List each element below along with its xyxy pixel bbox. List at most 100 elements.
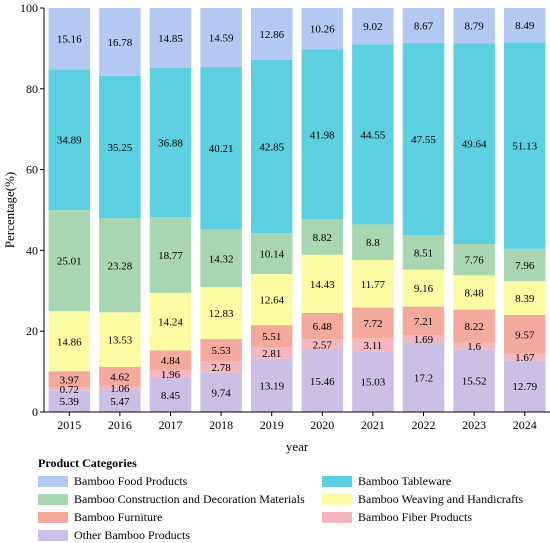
- bar-segment-bamboo-weaving-and-handicrafts-2016: [99, 312, 141, 367]
- bar-segment-bamboo-tableware-2021: [352, 44, 394, 225]
- bar-segment-bamboo-food-products-2024: [503, 8, 546, 43]
- data-label-bamboo-weaving-and-handicrafts-2015: 14.86: [57, 336, 82, 348]
- data-label-bamboo-furniture-2017: 4.84: [161, 355, 181, 367]
- bar-segment-bamboo-fiber-products-2016: [99, 385, 141, 390]
- bar-segment-bamboo-weaving-and-handicrafts-2019: [250, 274, 293, 326]
- bar-segment-bamboo-weaving-and-handicrafts-2022: [402, 269, 445, 307]
- bar-segment-other-bamboo-products-2018: [200, 372, 242, 412]
- bar-segment-bamboo-tableware-2020: [301, 49, 344, 220]
- bar-segment-bamboo-tableware-2019: [250, 59, 293, 234]
- data-label-bamboo-tableware-2018: 40.21: [209, 143, 234, 155]
- bar-segment-bamboo-furniture-2015: [48, 371, 91, 388]
- data-label-other-bamboo-products-2017: 8.45: [161, 390, 181, 402]
- data-label-bamboo-weaving-and-handicrafts-2021: 11.77: [361, 279, 386, 291]
- data-label-bamboo-food-products-2022: 8.67: [414, 21, 434, 33]
- data-label-other-bamboo-products-2016: 5.47: [110, 396, 130, 408]
- bar-segment-bamboo-weaving-and-handicrafts-2023: [453, 275, 495, 310]
- legend-swatch-bamboo-weaving-and-handicrafts: [322, 493, 352, 505]
- data-label-bamboo-tableware-2015: 34.89: [57, 135, 82, 147]
- legend-item-bamboo-food-products: Bamboo Food Products: [38, 473, 322, 489]
- x-tick-label-2023: 2023: [462, 418, 486, 432]
- bar-segment-other-bamboo-products-2022: [402, 342, 445, 412]
- data-label-other-bamboo-products-2022: 17.2: [414, 372, 433, 384]
- y-tick-label-40: 40: [26, 243, 38, 257]
- data-label-bamboo-tableware-2016: 35.25: [108, 142, 133, 154]
- bar-segment-bamboo-weaving-and-handicrafts-2020: [301, 254, 344, 313]
- bar-segment-bamboo-construction-and-decoration-materials-2016: [99, 218, 141, 313]
- bar-segment-bamboo-food-products-2018: [200, 8, 242, 67]
- data-label-bamboo-weaving-and-handicrafts-2024: 8.39: [515, 293, 535, 305]
- data-label-other-bamboo-products-2023: 15.52: [462, 376, 487, 388]
- x-tick-label-2016: 2016: [108, 418, 132, 432]
- y-tick-label-100: 100: [20, 1, 38, 15]
- bar-segment-bamboo-construction-and-decoration-materials-2018: [200, 229, 242, 288]
- legend-item-bamboo-construction-and-decoration-materials: Bamboo Construction and Decoration Mater…: [38, 491, 322, 507]
- data-label-bamboo-weaving-and-handicrafts-2017: 14.24: [158, 317, 183, 329]
- bar-segment-bamboo-construction-and-decoration-materials-2015: [48, 210, 91, 312]
- data-label-other-bamboo-products-2024: 12.79: [512, 381, 537, 393]
- data-label-bamboo-tableware-2021: 44.55: [361, 129, 386, 141]
- data-label-other-bamboo-products-2020: 15.46: [310, 376, 335, 388]
- y-tick-label-80: 80: [26, 82, 38, 96]
- bar-segment-bamboo-furniture-2019: [250, 325, 293, 348]
- data-label-bamboo-fiber-products-2016: 1.06: [110, 383, 130, 395]
- data-label-bamboo-food-products-2016: 16.78: [108, 37, 133, 49]
- bar-segment-other-bamboo-products-2015: [48, 390, 91, 412]
- bar-segment-bamboo-fiber-products-2017: [149, 369, 192, 378]
- data-label-bamboo-tableware-2017: 36.88: [158, 138, 183, 150]
- x-tick-label-2018: 2018: [209, 418, 233, 432]
- data-label-bamboo-furniture-2016: 4.62: [110, 371, 129, 383]
- axes-group: 2015 2016 2017 2018 2019 2020 2021 2022 2023 2024…: [20, 1, 550, 432]
- data-label-bamboo-fiber-products-2015: 0.72: [60, 384, 79, 396]
- bar-segment-bamboo-weaving-and-handicrafts-2021: [352, 259, 394, 308]
- legend-label-bamboo-weaving-and-handicrafts: Bamboo Weaving and Handicrafts: [358, 491, 524, 506]
- bar-segment-bamboo-weaving-and-handicrafts-2018: [200, 287, 242, 340]
- bar-segment-bamboo-tableware-2015: [48, 69, 91, 211]
- bar-segment-bamboo-construction-and-decoration-materials-2022: [402, 235, 445, 270]
- bar-segment-bamboo-weaving-and-handicrafts-2017: [149, 292, 192, 351]
- y-tick-label-60: 60: [26, 163, 38, 177]
- data-label-other-bamboo-products-2018: 9.74: [211, 387, 231, 399]
- x-tick-label-2024: 2024: [513, 418, 537, 432]
- legend-item-bamboo-furniture: Bamboo Furniture: [38, 509, 322, 525]
- bar-segment-bamboo-construction-and-decoration-materials-2023: [453, 244, 495, 276]
- data-label-bamboo-fiber-products-2020: 2.57: [313, 339, 333, 351]
- legend-label-bamboo-food-products: Bamboo Food Products: [74, 473, 188, 488]
- bar-segment-other-bamboo-products-2020: [301, 349, 344, 412]
- bar-segment-bamboo-food-products-2023: [453, 7, 495, 44]
- data-label-bamboo-construction-and-decoration-materials-2018: 14.32: [209, 253, 234, 265]
- bar-segment-bamboo-furniture-2021: [352, 307, 394, 339]
- data-label-bamboo-fiber-products-2022: 1.69: [414, 334, 434, 346]
- bar-segment-bamboo-furniture-2024: [503, 314, 546, 354]
- data-label-bamboo-weaving-and-handicrafts-2018: 12.83: [209, 308, 234, 320]
- legend-item-other-bamboo-products: Other Bamboo Products: [38, 527, 322, 543]
- bar-segment-other-bamboo-products-2024: [503, 360, 546, 412]
- legend-item-bamboo-tableware: Bamboo Tableware: [322, 473, 548, 489]
- data-label-bamboo-food-products-2017: 14.85: [158, 33, 183, 45]
- data-label-other-bamboo-products-2019: 13.19: [259, 380, 284, 392]
- data-label-bamboo-construction-and-decoration-materials-2017: 18.77: [158, 250, 183, 262]
- data-label-bamboo-furniture-2021: 7.72: [363, 318, 382, 330]
- legend-item-bamboo-weaving-and-handicrafts: Bamboo Weaving and Handicrafts: [322, 491, 548, 507]
- legend-swatch-bamboo-construction-and-decoration-materials: [38, 493, 68, 505]
- data-label-bamboo-tableware-2024: 51.13: [512, 141, 537, 153]
- bar-segment-bamboo-tableware-2016: [99, 75, 141, 219]
- x-tick-label-2021: 2021: [361, 418, 385, 432]
- data-label-bamboo-weaving-and-handicrafts-2022: 9.16: [414, 283, 434, 295]
- bar-segment-bamboo-tableware-2018: [200, 66, 242, 230]
- data-label-bamboo-food-products-2020: 10.26: [310, 24, 335, 36]
- y-tick-label-0: 0: [32, 405, 38, 419]
- data-label-bamboo-construction-and-decoration-materials-2015: 25.01: [57, 256, 82, 268]
- x-tick-label-2020: 2020: [310, 418, 334, 432]
- legend-label-bamboo-furniture: Bamboo Furniture: [74, 509, 163, 524]
- data-label-bamboo-tableware-2022: 47.55: [411, 134, 436, 146]
- bar-segment-bamboo-weaving-and-handicrafts-2024: [503, 281, 546, 315]
- bar-segment-bamboo-fiber-products-2020: [301, 339, 344, 350]
- bar-segment-bamboo-tableware-2022: [402, 43, 445, 236]
- x-tick-label-2017: 2017: [159, 418, 183, 432]
- legend-swatch-bamboo-fiber-products: [322, 511, 352, 523]
- data-label-bamboo-fiber-products-2023: 1.6: [467, 341, 481, 353]
- bar-segment-bamboo-furniture-2018: [200, 339, 242, 362]
- data-label-bamboo-fiber-products-2017: 1.96: [161, 369, 181, 381]
- x-tick-label-2022: 2022: [412, 418, 436, 432]
